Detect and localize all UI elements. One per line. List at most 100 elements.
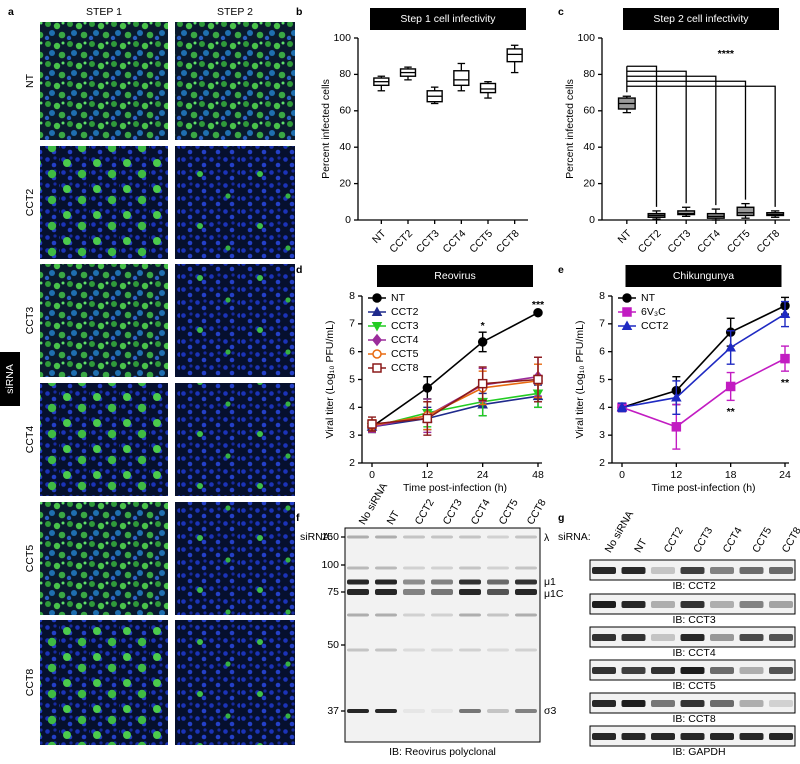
band bbox=[403, 709, 425, 713]
x-tick-label: 12 bbox=[670, 469, 682, 481]
band bbox=[769, 700, 793, 707]
series-line bbox=[371, 380, 539, 427]
legend-marker bbox=[371, 322, 383, 332]
band bbox=[347, 535, 369, 539]
legend-label: 6V₃C bbox=[641, 306, 666, 318]
micrograph bbox=[175, 620, 295, 745]
band bbox=[375, 648, 397, 652]
band bbox=[592, 700, 616, 707]
chart-title: Reovirus bbox=[434, 270, 475, 282]
bracket bbox=[626, 85, 776, 207]
band bbox=[431, 566, 453, 570]
chart-title: Step 2 cell infectivity bbox=[653, 13, 749, 25]
band bbox=[769, 601, 793, 608]
micrograph bbox=[40, 502, 168, 615]
annotation: *** bbox=[532, 299, 545, 311]
x-tick-label: 48 bbox=[532, 469, 544, 481]
lane-label: No siRNA bbox=[603, 509, 636, 555]
band bbox=[621, 733, 646, 740]
x-tick-label: CCT4 bbox=[695, 227, 723, 255]
legend-label: CCT5 bbox=[391, 348, 419, 360]
x-tick-label: 0 bbox=[619, 469, 625, 481]
band bbox=[347, 579, 369, 585]
marker bbox=[477, 337, 488, 347]
band bbox=[403, 589, 425, 595]
legend-marker bbox=[372, 293, 382, 303]
band bbox=[621, 700, 646, 707]
band bbox=[739, 700, 764, 707]
y-tick-label: 5 bbox=[599, 373, 605, 385]
x-tick-label: CCT5 bbox=[725, 227, 753, 255]
x-tick-label: 12 bbox=[421, 469, 433, 481]
y-tick-label: 60 bbox=[583, 105, 595, 117]
row-label: NT bbox=[24, 73, 36, 88]
band bbox=[592, 733, 616, 740]
band bbox=[515, 566, 537, 570]
x-tick-label: CCT2 bbox=[636, 227, 664, 255]
box bbox=[736, 206, 755, 217]
band bbox=[487, 566, 509, 570]
band bbox=[769, 667, 793, 674]
band bbox=[431, 648, 453, 652]
band bbox=[680, 567, 705, 574]
y-axis-label: Percent infected cells bbox=[564, 79, 576, 179]
y-axis-label: Viral titer (Log₁₀ PFU/mL) bbox=[324, 321, 336, 439]
lane-label: CCT4 bbox=[721, 525, 745, 555]
x-tick-label: CCT2 bbox=[387, 227, 415, 255]
x-tick-label: CCT3 bbox=[665, 227, 693, 255]
annotation: ** bbox=[727, 406, 736, 418]
band bbox=[347, 613, 369, 617]
annotation: ** bbox=[781, 377, 790, 389]
band bbox=[403, 648, 425, 652]
band bbox=[710, 733, 734, 740]
legend-marker bbox=[621, 320, 633, 330]
band bbox=[375, 613, 397, 617]
band bbox=[651, 567, 675, 574]
band bbox=[739, 733, 764, 740]
legend-label: CCT3 bbox=[391, 320, 419, 332]
legend-label: CCT8 bbox=[391, 362, 419, 374]
annotation: **** bbox=[718, 48, 735, 60]
band bbox=[375, 579, 397, 585]
x-tick-label: 24 bbox=[779, 469, 791, 481]
y-tick-label: 0 bbox=[589, 214, 595, 226]
micrograph bbox=[40, 383, 168, 496]
band bbox=[487, 613, 509, 617]
marker-label: 50 bbox=[327, 639, 339, 651]
band bbox=[592, 601, 616, 608]
band bbox=[710, 567, 734, 574]
y-tick-label: 60 bbox=[339, 105, 351, 117]
band bbox=[515, 709, 537, 713]
band bbox=[347, 709, 369, 713]
y-tick-label: 7 bbox=[599, 318, 605, 330]
band bbox=[403, 579, 425, 585]
y-tick-label: 0 bbox=[345, 214, 351, 226]
bracket bbox=[626, 80, 747, 200]
x-tick-label: NT bbox=[370, 227, 389, 246]
band bbox=[710, 601, 734, 608]
series-line bbox=[371, 378, 539, 425]
band bbox=[431, 579, 453, 585]
marker-label: 100 bbox=[321, 559, 339, 571]
title-box bbox=[625, 265, 782, 287]
band bbox=[375, 566, 397, 570]
band bbox=[459, 648, 481, 652]
band bbox=[739, 601, 764, 608]
band bbox=[680, 601, 705, 608]
lane-label: CCT2 bbox=[413, 497, 437, 527]
blot-caption: IB: CCT8 bbox=[673, 713, 716, 725]
marker bbox=[779, 308, 791, 319]
panel-letter: g bbox=[558, 512, 564, 524]
marker-label: 150 bbox=[321, 531, 339, 543]
x-tick-label: CCT3 bbox=[414, 227, 442, 255]
marker bbox=[533, 307, 543, 318]
x-axis-label: Time post-infection (h) bbox=[403, 482, 507, 494]
row-label: CCT4 bbox=[24, 426, 36, 454]
band bbox=[431, 613, 453, 617]
band bbox=[515, 648, 537, 652]
row-label: CCT2 bbox=[24, 189, 36, 217]
band bbox=[621, 634, 646, 641]
micrograph bbox=[40, 146, 168, 259]
band bbox=[739, 634, 764, 641]
